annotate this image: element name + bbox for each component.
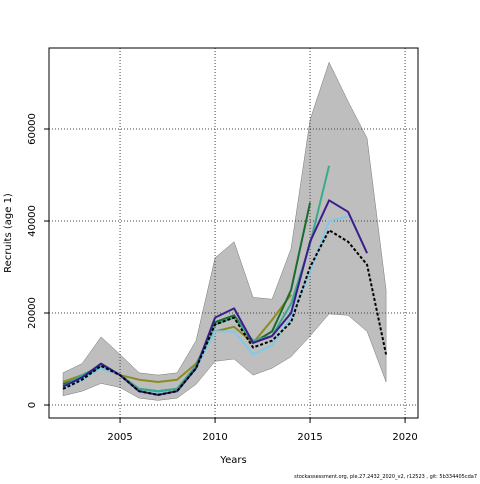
x-tick-label: 2015 — [297, 432, 322, 443]
x-tick-label: 2010 — [202, 432, 227, 443]
x-tick-label: 2005 — [107, 432, 132, 443]
y-tick-label: 40000 — [27, 205, 38, 237]
y-tick-label: 20000 — [27, 297, 38, 329]
plot-frame — [48, 47, 419, 419]
x-tick-label: 2020 — [392, 432, 417, 443]
series-line — [62, 229, 388, 396]
x-axis-label: Years — [219, 455, 246, 466]
y-tick-label: 60000 — [27, 113, 38, 145]
confidence-band — [62, 61, 387, 401]
series-line — [62, 199, 368, 396]
series-line — [62, 215, 349, 395]
footnote: stockassessment.org, ple.27.2432_2020_v2… — [294, 474, 477, 480]
y-axis-label: Recruits (age 1) — [3, 193, 14, 273]
y-tick-label: 0 — [27, 402, 38, 408]
